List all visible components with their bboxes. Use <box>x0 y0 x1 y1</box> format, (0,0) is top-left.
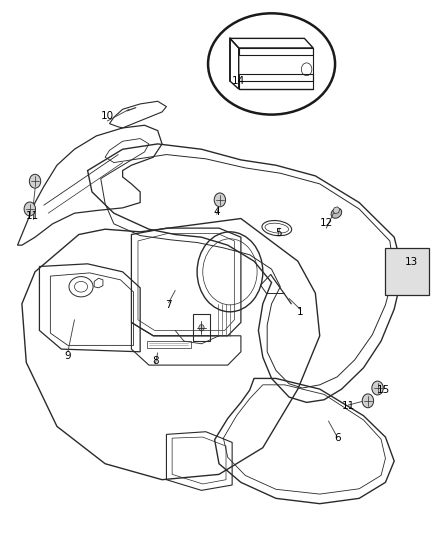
Ellipse shape <box>331 208 342 218</box>
Polygon shape <box>333 207 340 214</box>
Text: 8: 8 <box>152 357 159 366</box>
Circle shape <box>372 381 383 395</box>
Text: 10: 10 <box>101 111 114 121</box>
Text: 1: 1 <box>297 307 304 317</box>
Text: 12: 12 <box>320 218 333 228</box>
Text: 5: 5 <box>275 229 282 238</box>
Text: 11: 11 <box>26 211 39 221</box>
Text: 7: 7 <box>165 300 172 310</box>
FancyBboxPatch shape <box>385 248 429 295</box>
Circle shape <box>362 394 374 408</box>
Text: 4: 4 <box>213 207 220 217</box>
Text: 13: 13 <box>405 257 418 267</box>
Text: 6: 6 <box>334 433 341 443</box>
Ellipse shape <box>208 13 335 115</box>
Circle shape <box>199 325 204 331</box>
Text: 11: 11 <box>342 401 355 411</box>
Text: 14: 14 <box>232 76 245 86</box>
Circle shape <box>29 174 41 188</box>
Text: 15: 15 <box>377 385 390 395</box>
Text: 9: 9 <box>64 351 71 361</box>
Circle shape <box>214 193 226 207</box>
Circle shape <box>24 202 35 216</box>
